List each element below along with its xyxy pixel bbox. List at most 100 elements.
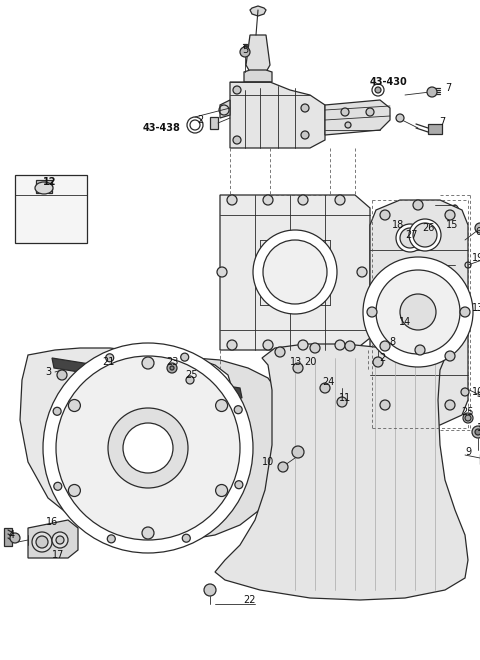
Circle shape <box>413 200 423 210</box>
Bar <box>428 124 442 134</box>
Circle shape <box>445 400 455 410</box>
Circle shape <box>142 527 154 539</box>
Circle shape <box>227 340 237 350</box>
Circle shape <box>380 210 390 220</box>
Text: 43-430: 43-430 <box>369 77 407 87</box>
Text: 12: 12 <box>43 177 57 187</box>
Text: 5: 5 <box>242 45 248 55</box>
Text: 21: 21 <box>102 357 114 367</box>
Circle shape <box>415 345 425 355</box>
Circle shape <box>108 408 188 488</box>
Circle shape <box>400 294 436 330</box>
Circle shape <box>475 429 480 435</box>
Circle shape <box>409 219 441 251</box>
Text: 10: 10 <box>262 457 274 467</box>
Circle shape <box>217 267 227 277</box>
Circle shape <box>463 413 473 423</box>
Circle shape <box>396 114 404 122</box>
Circle shape <box>106 354 114 362</box>
Circle shape <box>216 484 228 496</box>
Circle shape <box>310 343 320 353</box>
Circle shape <box>56 536 64 544</box>
Circle shape <box>275 347 285 357</box>
Polygon shape <box>370 200 468 425</box>
Circle shape <box>375 87 381 93</box>
Circle shape <box>337 397 347 407</box>
Circle shape <box>392 317 402 327</box>
Circle shape <box>445 351 455 361</box>
Circle shape <box>357 267 367 277</box>
Circle shape <box>380 341 390 351</box>
Text: 18: 18 <box>392 220 404 230</box>
Circle shape <box>413 223 437 247</box>
Circle shape <box>240 47 250 57</box>
Polygon shape <box>250 6 266 16</box>
Circle shape <box>335 195 345 205</box>
Circle shape <box>216 399 228 411</box>
Circle shape <box>68 484 80 496</box>
Circle shape <box>57 370 67 380</box>
Circle shape <box>263 240 327 304</box>
Ellipse shape <box>35 182 53 194</box>
Circle shape <box>335 340 345 350</box>
Text: 13: 13 <box>472 303 480 313</box>
Text: 9: 9 <box>465 447 471 457</box>
Circle shape <box>108 535 115 543</box>
Polygon shape <box>325 100 390 135</box>
Ellipse shape <box>428 205 443 265</box>
Polygon shape <box>148 358 285 540</box>
Text: 20: 20 <box>304 357 316 367</box>
Circle shape <box>396 224 424 252</box>
Text: 6: 6 <box>475 227 480 237</box>
Circle shape <box>10 533 20 543</box>
Text: 15: 15 <box>446 220 458 230</box>
Text: 24: 24 <box>322 377 334 387</box>
Bar <box>210 117 218 129</box>
Circle shape <box>376 270 460 354</box>
Circle shape <box>301 104 309 112</box>
Text: 16: 16 <box>46 517 58 527</box>
Text: 13: 13 <box>290 357 302 367</box>
Circle shape <box>56 356 240 540</box>
Circle shape <box>234 406 242 414</box>
Text: 11: 11 <box>339 393 351 403</box>
Circle shape <box>54 482 62 490</box>
Circle shape <box>472 426 480 438</box>
Text: 2: 2 <box>197 115 203 125</box>
Polygon shape <box>36 180 52 193</box>
Circle shape <box>380 400 390 410</box>
Polygon shape <box>244 70 272 82</box>
Circle shape <box>204 584 216 596</box>
Text: 23: 23 <box>166 357 178 367</box>
Circle shape <box>263 195 273 205</box>
Polygon shape <box>28 520 78 558</box>
Text: 25: 25 <box>462 407 474 417</box>
Circle shape <box>445 210 455 220</box>
Circle shape <box>186 376 194 384</box>
Circle shape <box>298 195 308 205</box>
Circle shape <box>53 407 61 415</box>
Text: 7: 7 <box>445 83 451 93</box>
Circle shape <box>363 257 473 367</box>
Text: 43-438: 43-438 <box>143 123 181 133</box>
Circle shape <box>180 353 189 361</box>
Text: 27: 27 <box>406 230 418 240</box>
Circle shape <box>233 136 241 144</box>
Circle shape <box>301 131 309 139</box>
Circle shape <box>52 532 68 548</box>
Text: 22: 22 <box>244 595 256 605</box>
Circle shape <box>320 383 330 393</box>
Polygon shape <box>220 195 370 350</box>
Circle shape <box>233 86 241 94</box>
Circle shape <box>227 195 237 205</box>
Circle shape <box>32 532 52 552</box>
Polygon shape <box>435 205 455 265</box>
Circle shape <box>278 462 288 472</box>
Circle shape <box>367 307 377 317</box>
Circle shape <box>366 108 374 116</box>
Text: 26: 26 <box>422 223 434 233</box>
Circle shape <box>68 399 80 411</box>
Circle shape <box>293 363 303 373</box>
Text: 4: 4 <box>9 530 15 540</box>
Ellipse shape <box>377 218 399 246</box>
